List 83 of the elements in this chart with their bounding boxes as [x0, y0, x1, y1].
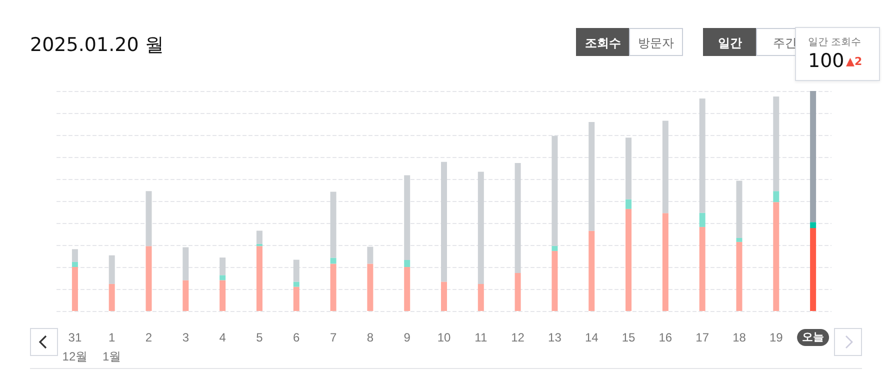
bar: [220, 258, 226, 276]
text: 일간 조회수: [808, 36, 862, 49]
x-tick-label: 오늘: [802, 332, 824, 344]
bar: [256, 246, 262, 311]
bar: [773, 96, 780, 192]
x-tick-label: 14: [584, 330, 599, 344]
bar: [256, 244, 262, 246]
text: 일간: [703, 28, 757, 56]
x-tick-label: 19: [769, 330, 784, 344]
x-tick-label: 12: [511, 330, 525, 344]
bar: [478, 284, 484, 311]
x-tick-label: 7: [330, 330, 337, 344]
bar: [626, 138, 632, 200]
bar: [72, 267, 78, 311]
x-tick-label: 13: [548, 330, 562, 344]
bar: [773, 191, 780, 202]
bar: [588, 230, 595, 311]
bar: [441, 162, 447, 282]
bar: [810, 222, 816, 228]
bar: [404, 267, 410, 311]
bar: [367, 264, 374, 311]
bar: [552, 250, 558, 311]
x-tick-label: 31 12월: [62, 330, 88, 364]
bar: [699, 212, 706, 227]
bar: [588, 122, 595, 231]
bar: [441, 282, 447, 311]
text: ▲2: [846, 55, 862, 68]
bar: [72, 249, 78, 262]
bar: [293, 286, 300, 311]
x-tick-label: 15: [622, 330, 636, 344]
bar: [293, 282, 300, 287]
bar: [514, 162, 521, 273]
x-tick-label: 2: [145, 330, 152, 344]
bar: [810, 228, 816, 311]
bar: [514, 272, 521, 311]
bar: [662, 120, 668, 214]
bar: [72, 262, 78, 267]
x-tick-label: 9: [404, 330, 411, 344]
bar: [773, 202, 780, 311]
x-tick-label: 18: [732, 330, 746, 344]
bar: [736, 242, 742, 311]
x-tick-label: 1 1월: [102, 330, 122, 364]
x-tick-label: 8: [366, 330, 374, 344]
text: 100: [808, 50, 844, 72]
bar: [552, 136, 558, 246]
x-tick-label: 5: [256, 330, 264, 344]
bar: [146, 191, 152, 246]
bar: [146, 246, 152, 311]
bar: [736, 238, 742, 242]
bar: [699, 98, 706, 213]
bar: [404, 260, 410, 267]
bar: [220, 280, 226, 311]
bar: [736, 180, 742, 238]
bar: [330, 192, 336, 258]
text: 방문자: [629, 28, 683, 56]
bar: [182, 247, 189, 280]
x-tick-label: 17: [696, 330, 710, 344]
bar: [108, 255, 115, 284]
bar: [330, 264, 336, 311]
chart-title: 2025.01.20 월: [30, 33, 164, 58]
bar: [182, 280, 189, 311]
x-tick-label: 16: [658, 330, 672, 344]
x-tick-label: 6: [293, 330, 300, 344]
x-tick-label: 3: [182, 330, 190, 344]
bar: [404, 175, 410, 260]
bar: [330, 258, 336, 264]
x-tick-label: 11: [474, 330, 488, 344]
bar: [478, 172, 484, 284]
bar: [367, 246, 374, 264]
bar: [256, 230, 262, 244]
text: 주간: [773, 36, 797, 50]
x-tick-label: 10: [437, 330, 451, 344]
x-tick-label: 4: [219, 330, 226, 344]
bar: [626, 208, 632, 311]
bar: [552, 246, 558, 251]
bar: [662, 213, 668, 311]
bar: [293, 260, 300, 282]
bar: [810, 91, 816, 222]
bar: [699, 226, 706, 311]
text: 조회수: [576, 28, 630, 56]
bar: [220, 275, 226, 280]
bar: [108, 284, 115, 311]
bar: [626, 199, 632, 209]
